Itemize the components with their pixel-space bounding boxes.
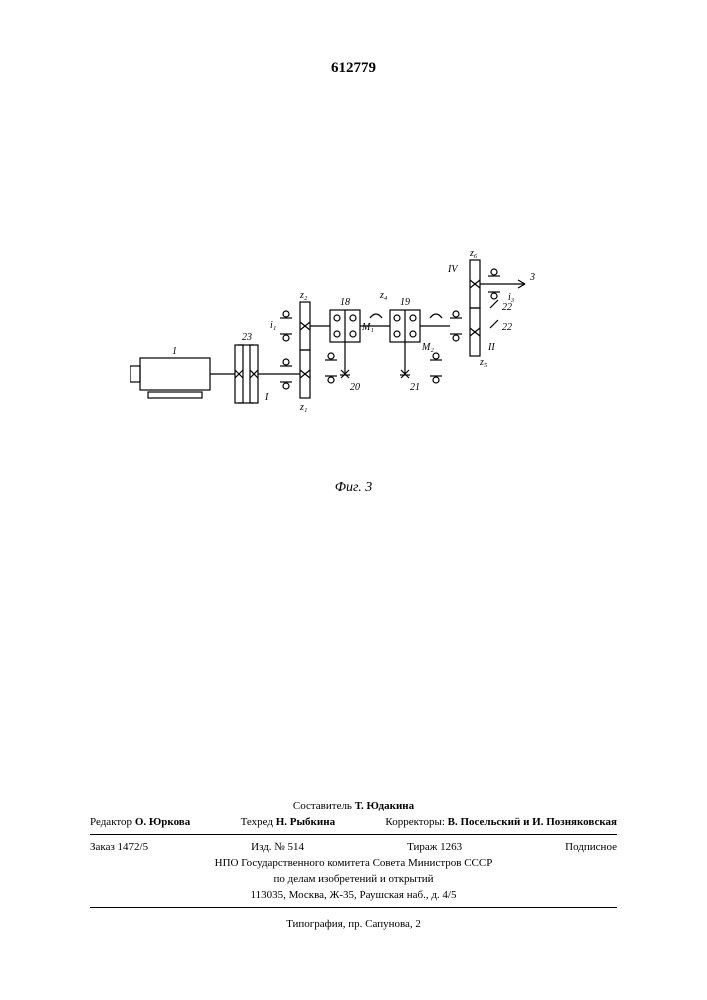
label-shaft-IV: IV [447, 264, 459, 275]
label-23: 23 [242, 332, 252, 343]
typography-line: Типография, пр. Сапунова, 2 [90, 918, 617, 930]
label-1: 1 [172, 346, 177, 357]
label-21: 21 [410, 382, 420, 393]
label-m2: М₂ [421, 342, 434, 353]
label-z4: z₄ [379, 290, 388, 301]
publisher-line2: по делам изобретений и открытий [90, 873, 617, 885]
compiler-name: Т. Юдакина [355, 800, 414, 812]
publisher-line3: 113035, Москва, Ж-35, Раушская наб., д. … [90, 889, 617, 901]
label-shaft-II: II [487, 342, 495, 353]
figure-caption: Фиг. 3 [335, 480, 373, 496]
label-z2: z₂ [299, 290, 308, 301]
techred-label: Техред [241, 816, 273, 828]
corrector-names: В. Посельский и И. Позняковская [448, 816, 617, 828]
podpisnoe: Подписное [565, 841, 617, 853]
label-i3: i₃ [508, 292, 515, 303]
editor-name: О. Юркова [135, 816, 190, 828]
label-19: 19 [400, 297, 410, 308]
corrector-label: Корректоры: [385, 816, 444, 828]
label-22a: 22 [502, 302, 512, 313]
footer-block: Составитель Т. Юдакина Редактор О. Юрков… [90, 800, 617, 930]
label-3: 3 [529, 272, 535, 283]
label-i1: i₁ [270, 320, 276, 331]
page-number: 612779 [331, 60, 376, 77]
izd-number: Изд. № 514 [251, 841, 304, 853]
editor-label: Редактор [90, 816, 132, 828]
label-z6: z₆ [469, 248, 478, 259]
compiler-label: Составитель [293, 800, 352, 812]
order-number: Заказ 1472/5 [90, 841, 148, 853]
label-m1: М₁ [361, 322, 374, 333]
label-22b: 22 [502, 322, 512, 333]
publisher-line1: НПО Государственного комитета Совета Мин… [90, 857, 617, 869]
techred-name: Н. Рыбкина [276, 816, 335, 828]
label-18: 18 [340, 297, 350, 308]
label-20: 20 [350, 382, 360, 393]
kinematic-diagram: 1 23 18 19 20 21 22 22 3 z₁ z₂ z₄ z₅ z₆ … [130, 200, 570, 430]
tirazh: Тираж 1263 [407, 841, 462, 853]
label-shaft-I: I [264, 392, 269, 403]
label-z1: z₁ [299, 402, 307, 413]
label-z5: z₅ [479, 357, 488, 368]
